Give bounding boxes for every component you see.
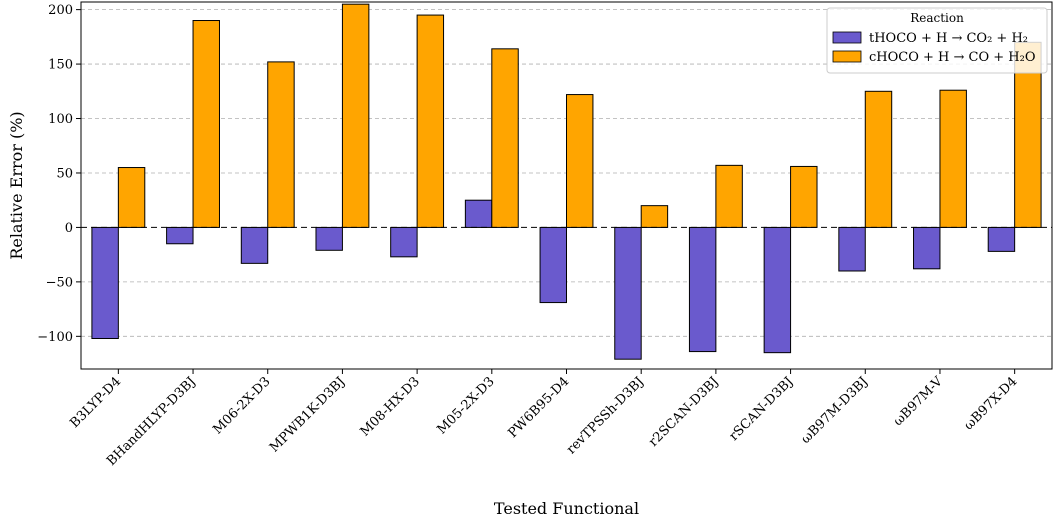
y-tick-label: −100 <box>37 330 73 345</box>
bar-thoco <box>838 226 866 272</box>
legend-label-choco: cHOCO + H → CO + H₂O <box>869 50 1036 65</box>
bar-thoco <box>763 226 792 354</box>
bar-choco <box>640 205 669 228</box>
y-axis-ticks: −100 −50 0 50 100 150 200 <box>37 3 81 345</box>
bar-choco <box>790 165 818 228</box>
y-tick-label: −50 <box>46 275 73 290</box>
x-tick-label: M06-2X-D3 <box>210 374 273 437</box>
x-tick-label: B3LYP-D4 <box>67 374 124 431</box>
legend-box <box>826 7 1048 74</box>
y-tick-label: 150 <box>48 58 73 73</box>
x-tick-label: ωB97M-V <box>891 374 946 429</box>
x-tick-label: M05-2X-D3 <box>434 374 497 437</box>
bar-thoco <box>315 226 343 251</box>
x-tick-label: ωB97M-D3BJ <box>798 374 871 447</box>
y-tick-label: 200 <box>48 3 73 18</box>
bar-choco <box>267 61 295 228</box>
bar-thoco <box>539 226 567 304</box>
x-tick-label: PW6B95-D4 <box>505 374 572 441</box>
bar-thoco <box>166 226 194 245</box>
x-tick-label: ωB97X-D4 <box>961 374 1020 433</box>
bar-thoco <box>390 226 418 258</box>
x-axis-title: Tested Functional <box>494 499 639 518</box>
legend-swatch-thoco <box>832 31 862 44</box>
bar-thoco <box>614 226 642 360</box>
bar-choco <box>416 14 445 228</box>
bar-thoco <box>464 199 493 228</box>
x-tick-label: MPWB1K-D3BJ <box>267 374 348 455</box>
bar-choco <box>939 89 967 228</box>
legend-swatch-choco <box>832 50 862 63</box>
bars <box>91 3 1042 360</box>
bar-choco <box>341 3 370 228</box>
bar-thoco <box>91 226 119 340</box>
y-tick-label: 100 <box>48 112 73 127</box>
legend-title: Reaction <box>910 11 964 25</box>
bar-thoco <box>688 226 717 353</box>
x-tick-label: r2SCAN-D3BJ <box>646 374 722 450</box>
bar-choco <box>566 94 594 228</box>
bar-choco <box>192 20 220 228</box>
bar-choco <box>117 167 146 228</box>
legend-label-thoco: tHOCO + H → CO₂ + H₂ <box>869 31 1028 46</box>
y-tick-label: 50 <box>56 166 73 181</box>
x-tick-label: rSCAN-D3BJ <box>727 374 797 444</box>
bar-choco <box>864 90 893 228</box>
legend: Reaction tHOCO + H → CO₂ + H₂ cHOCO + H … <box>826 7 1048 74</box>
y-axis-title: Relative Error (%) <box>7 111 26 259</box>
x-tick-label: revTPSSh-D3BJ <box>564 374 647 457</box>
bar-thoco <box>987 226 1016 252</box>
bar-thoco <box>240 226 269 264</box>
bar-choco <box>715 164 743 228</box>
y-tick-label: 0 <box>65 221 73 236</box>
bar-thoco <box>913 226 941 270</box>
x-tick-label: M08-HX-D3 <box>358 374 423 439</box>
bar-choco <box>491 48 519 228</box>
